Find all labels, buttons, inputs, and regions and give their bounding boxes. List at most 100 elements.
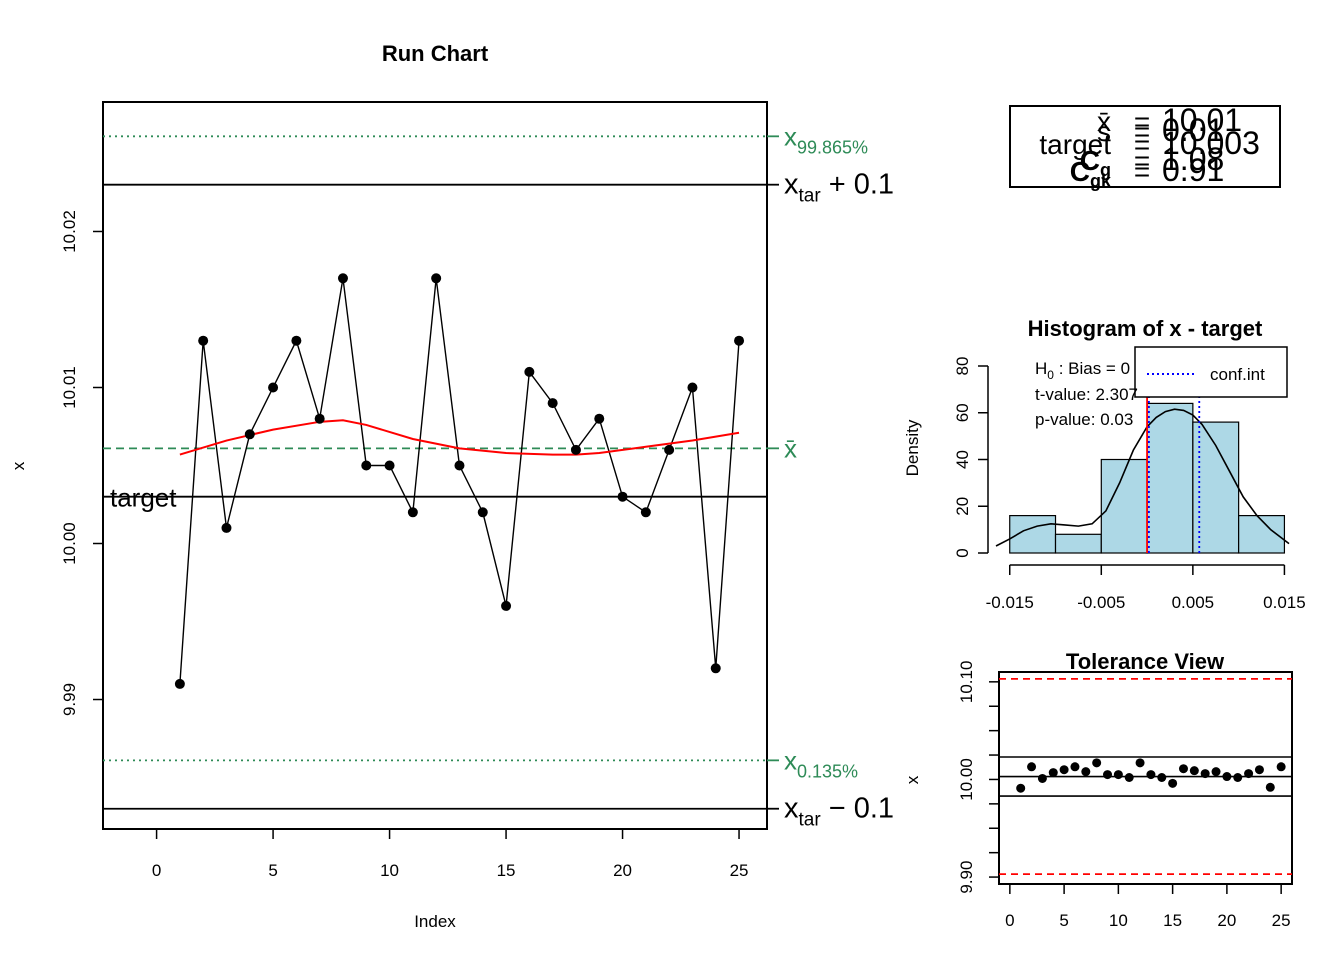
summary-value: 10.01 [1162,102,1242,138]
summary-value: 1.08 [1162,141,1224,177]
data-line [179,278,740,684]
data-point [1124,773,1134,782]
summary-label: Cg [1080,145,1111,180]
data-point [687,382,698,393]
data-point [1233,773,1243,782]
data-point [617,491,628,502]
chart-title: Run Chart [382,41,489,66]
data-point [1168,778,1178,788]
data-point [1265,782,1275,792]
x-tick-label: 0.015 [1263,593,1306,612]
data-point [268,382,279,393]
t-value-annotation: t-value: 2.307 [1035,385,1138,404]
summary-value: 0.91 [1162,152,1224,188]
y-tick-label: 10.00 [60,522,79,565]
histogram-bar [1192,421,1240,554]
x-tick-label: -0.005 [1077,593,1125,612]
y-tick-label: 0 [953,548,972,557]
data-point [1157,773,1167,782]
data-point [1135,758,1145,768]
data-point [337,273,348,284]
x-tick-label: 15 [1163,911,1182,930]
histogram-bar [1146,402,1194,554]
data-point [1222,772,1232,782]
x-tick-label: 0 [1005,911,1014,930]
y-axis-label: x [903,775,922,784]
density-curve [995,408,1290,547]
data-point [291,335,302,346]
smooth-line [179,419,740,456]
legend-label: conf.int [1210,365,1265,384]
x-tick-label: 0.005 [1172,593,1215,612]
x-tick-label: 20 [613,861,632,880]
data-point [1070,762,1080,772]
x-tick-label: 25 [1272,911,1291,930]
data-point [454,460,465,471]
x-axis-label: Index [414,912,456,931]
target-label: target [110,483,177,513]
y-tick-label: 9.99 [60,683,79,716]
x-tick-label: 5 [268,861,277,880]
data-point [734,335,745,346]
data-point [1178,764,1188,774]
data-point [198,335,209,346]
x-tick-label: 10 [1109,911,1128,930]
reference-label: xtar − 0.1 [784,793,894,831]
data-point [640,507,651,518]
data-point [477,507,488,518]
data-point [314,413,325,424]
summary-equals: = [1134,145,1150,176]
data-point [547,398,558,409]
histogram-bar [1054,533,1102,554]
data-point [361,460,372,471]
chart-title: Tolerance View [1066,649,1225,674]
tolerance-view-panel: Tolerance View 0 5 10 15 20 25 9.90 10.00 10.10 x [903,649,1293,930]
summary-value: 0.01 [1162,112,1224,148]
x-tick-label: 20 [1217,911,1236,930]
x-tick-label: 0 [152,861,161,880]
y-axis-label: x [9,461,28,470]
data-point [1048,768,1058,778]
data-point [407,507,418,518]
data-point [1037,773,1047,783]
data-point [1092,758,1102,768]
data-point [1211,767,1221,777]
data-point [1081,767,1091,777]
data-point [1059,765,1069,775]
data-point [221,522,232,533]
summary-label: s [1097,116,1111,147]
legend-box [1134,346,1288,398]
data-point [524,366,535,377]
summary-equals: = [1134,116,1150,147]
y-tick-label: 20 [953,497,972,516]
data-point [1146,770,1156,780]
chart-title: Histogram of x - target [1028,316,1263,341]
y-tick-label: 10.00 [957,758,976,801]
summary-equals: = [1134,106,1150,137]
data-point [1254,765,1264,775]
h0-annotation: H0 : Bias = 0 [1035,359,1130,382]
histogram-panel: Histogram of x - target conf.int H0 : Bias… [903,316,1306,612]
y-tick-label: 80 [953,357,972,376]
reference-label: xtar + 0.1 [784,169,894,207]
y-tick-label: 9.90 [957,861,976,894]
data-point [710,663,721,674]
y-tick-label: 10.10 [957,661,976,704]
x-tick-label: 10 [380,861,399,880]
data-point [1113,770,1123,780]
summary-label: x̄ [1097,106,1111,137]
data-point [501,600,512,611]
data-point [1016,783,1026,793]
data-point [1200,769,1210,779]
x-tick-label: 25 [730,861,749,880]
data-point [1189,766,1199,776]
plot-frame [102,101,768,830]
data-point [570,444,581,455]
summary-equals: = [1134,156,1150,187]
p-value-annotation: p-value: 0.03 [1035,410,1133,429]
data-point [1103,770,1113,780]
data-point [431,273,442,284]
data-point [244,429,255,440]
x-tick-label: 15 [497,861,516,880]
